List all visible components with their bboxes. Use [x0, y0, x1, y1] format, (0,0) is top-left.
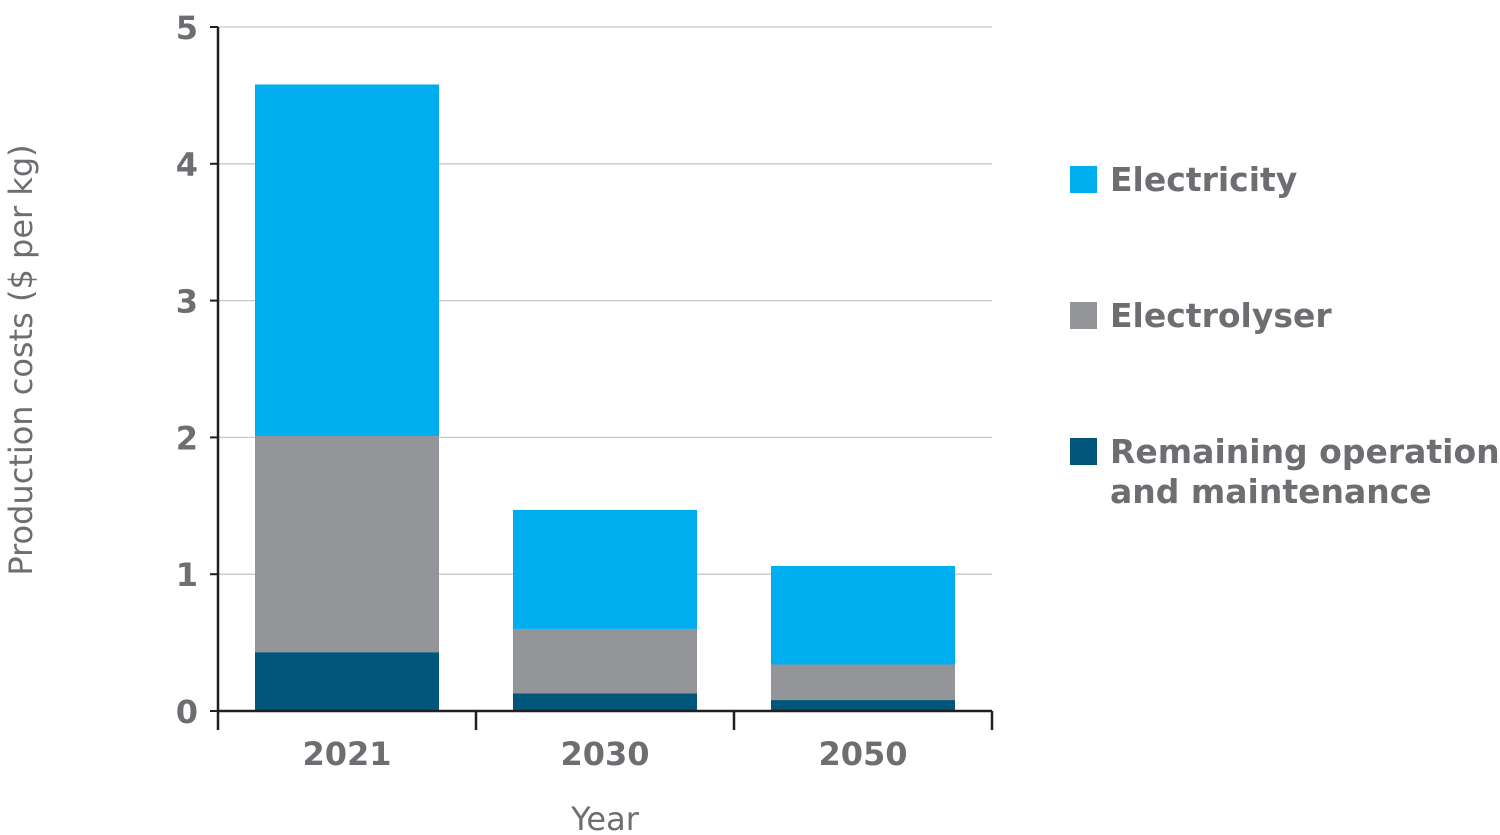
legend-swatch: [1070, 438, 1097, 465]
y-tick-label: 0: [176, 693, 198, 731]
legend: Electricity Electrolyser Remaining operati…: [1070, 160, 1500, 608]
x-tick-labels: 2021 2030 2050: [302, 735, 907, 773]
legend-label: Electrolyser: [1110, 296, 1332, 335]
x-tick-label: 2030: [560, 735, 649, 773]
legend-swatch: [1070, 302, 1097, 329]
bar-2021-series-1: [255, 436, 439, 653]
y-tick-labels: 0 1 2 3 4 5: [176, 9, 198, 731]
legend-item: Electrolyser: [1070, 296, 1500, 336]
legend-swatch: [1070, 166, 1097, 193]
legend-label: Electricity: [1110, 160, 1298, 199]
bar-2050-series-1: [771, 664, 955, 701]
bar-2021-series-2: [255, 84, 439, 437]
x-tick-label: 2050: [818, 735, 907, 773]
axes: [210, 26, 994, 730]
bar-2030-series-0: [513, 693, 697, 711]
legend-label: Remaining operation and maintenance: [1110, 432, 1500, 511]
y-tick-label: 1: [176, 556, 198, 594]
x-tick-label: 2021: [302, 735, 391, 773]
bar-2030-series-1: [513, 628, 697, 694]
bar-2050-series-0: [771, 700, 955, 711]
bar-2021-series-0: [255, 652, 439, 711]
bar-2050-series-2: [771, 565, 955, 665]
x-axis-title: Year: [570, 800, 640, 835]
y-axis-title: Production costs ($ per kg): [2, 144, 40, 575]
legend-item: Remaining operation and maintenance: [1070, 432, 1500, 512]
bar-2030-series-2: [513, 509, 697, 629]
y-tick-label: 5: [176, 9, 198, 47]
bars: [255, 84, 955, 711]
y-tick-label: 4: [176, 146, 198, 184]
y-tick-label: 3: [176, 283, 198, 321]
legend-item: Electricity: [1070, 160, 1500, 200]
y-tick-label: 2: [176, 419, 198, 457]
